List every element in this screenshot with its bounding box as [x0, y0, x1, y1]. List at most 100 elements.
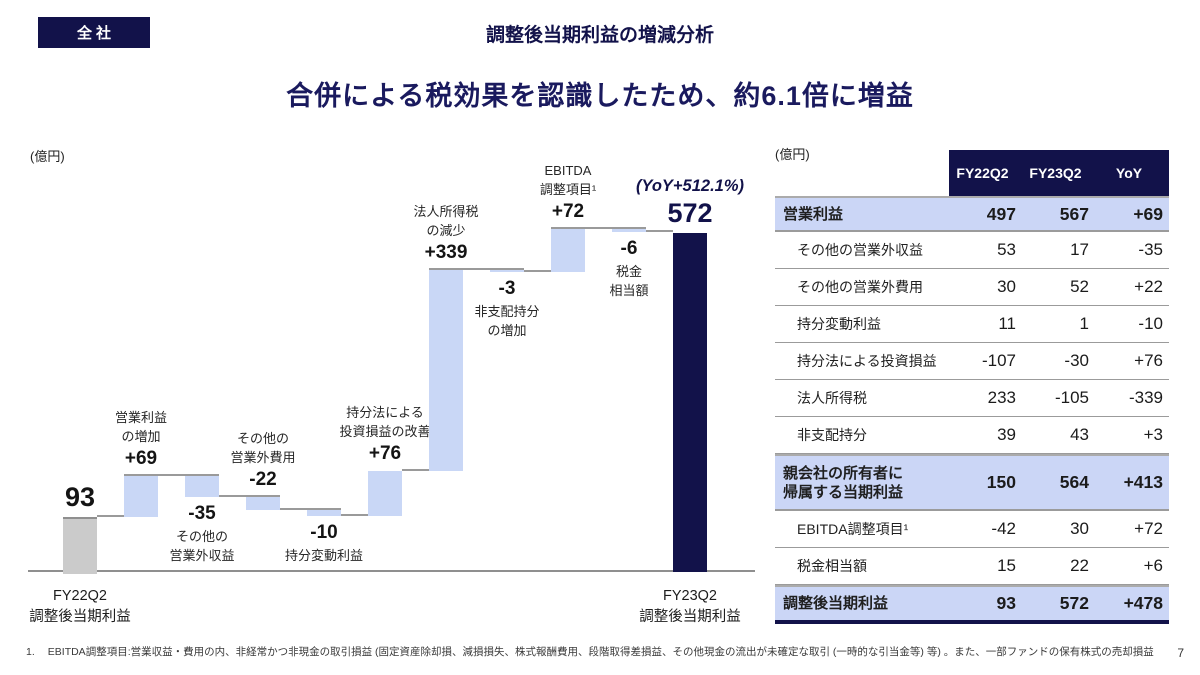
table-header-row: FY22Q2 FY23Q2 YoY: [775, 150, 1169, 196]
page-title: 調整後当期利益の増減分析: [485, 25, 714, 46]
waterfall-chart: (億円) 93 営業利益 の増加 +69 -35 その他の 営業外収益 その他の 営業外費用 -2…: [28, 140, 760, 640]
bar-value-label: +69: [124, 448, 158, 469]
row-value-fy23q2: -105: [1054, 388, 1089, 407]
bar-annotation: (YoY+512.1%): [635, 177, 745, 195]
bar-name-label: 税金: [615, 264, 642, 280]
waterfall-connector: [185, 494, 280, 497]
row-value-fy23q2: 564: [1059, 472, 1089, 492]
row-label: EBITDA調整項目¹: [797, 520, 909, 537]
row-value-fy23q2: 22: [1070, 556, 1089, 575]
table-row: 法人所得税 233 -105 -339: [775, 380, 1169, 417]
table-row: 非支配持分 39 43 +3: [775, 417, 1169, 454]
bar-name-label: その他の: [236, 430, 289, 446]
row-label: 営業利益: [783, 205, 844, 223]
row-label: 非支配持分: [797, 426, 867, 443]
row-value-fy22q2: 150: [986, 472, 1016, 492]
axis-label-fy23q2: FY23Q2 調整後当期利益: [639, 588, 741, 625]
table-row: EBITDA調整項目¹ -42 30 +72: [775, 511, 1169, 548]
table-row: 持分法による投資損益 -107 -30 +76: [775, 343, 1169, 380]
row-label: その他の営業外収益: [797, 241, 923, 258]
row-value-fy23q2: 567: [1059, 203, 1089, 224]
row-label: 親会社の所有者に 帰属する当期利益: [783, 464, 904, 501]
bar-label-group-10: (YoY+512.1%) 572: [605, 175, 775, 229]
bar-name-label: 法人所得税: [413, 203, 479, 219]
row-value-fy23q2: 1: [1079, 314, 1089, 333]
bar-value-label: +339: [424, 241, 468, 263]
row-label: 持分変動利益: [797, 315, 881, 332]
waterfall-plot-area: 93 営業利益 の増加 +69 -35 その他の 営業外収益 その他の 営業外費用 -22 -10 持…: [28, 140, 760, 640]
bar-name-label: の減少: [426, 222, 466, 238]
bar-name-label: 調整項目¹: [539, 181, 597, 197]
bar-name-label: の増加: [487, 322, 527, 338]
row-label: 税金相当額: [797, 557, 867, 574]
waterfall-connector: [124, 473, 219, 476]
bar-name-label: の増加: [121, 429, 161, 444]
waterfall-bar-10: [673, 233, 707, 572]
row-value-fy22q2: 53: [997, 240, 1016, 259]
waterfall-bar-7: [490, 269, 524, 272]
row-value-fy23q2: -30: [1064, 351, 1089, 370]
row-value-yoy: -339: [1128, 388, 1163, 407]
bar-name-label: 営業利益: [114, 410, 167, 425]
row-value-fy22q2: -42: [991, 519, 1016, 538]
row-value-fy22q2: 11: [998, 314, 1016, 333]
table-row: その他の営業外費用 30 52 +22: [775, 269, 1169, 306]
row-label: 法人所得税: [797, 389, 867, 406]
row-value-yoy: -10: [1138, 314, 1163, 333]
row-label: 調整後当期利益: [783, 595, 889, 612]
page-number: 7: [1177, 646, 1184, 660]
row-value-yoy: +22: [1134, 277, 1163, 296]
bar-label-group-4: -10 持分変動利益: [239, 520, 409, 565]
table-row: その他の営業外収益 53 17 -35: [775, 232, 1169, 269]
bar-label-group-0: 93: [0, 481, 165, 513]
row-value-yoy: +413: [1123, 472, 1163, 492]
waterfall-bar-6: [429, 269, 463, 471]
table-row: 持分変動利益 11 1 -10: [775, 306, 1169, 343]
bar-label-group-7: -3 非支配持分 の増加: [422, 276, 592, 340]
waterfall-bar-3: [246, 496, 280, 510]
row-value-yoy: -35: [1138, 240, 1163, 259]
waterfall-connector: [246, 507, 341, 510]
row-value-yoy: +69: [1133, 203, 1163, 224]
bar-label-group-6: 法人所得税の減少 +339: [361, 202, 531, 266]
row-value-fy22q2: 30: [997, 277, 1016, 296]
bar-label-group-5: 持分法による 投資損益の改善 +76: [300, 403, 470, 467]
bar-value-label: -6: [620, 238, 638, 260]
bar-name-label: 持分変動利益: [284, 547, 363, 563]
x-axis: [28, 570, 755, 572]
row-value-yoy: +3: [1143, 425, 1163, 444]
axis-label-fy22q2: FY22Q2 調整後当期利益: [29, 588, 131, 625]
table-row: 親会社の所有者に 帰属する当期利益 150 564 +413: [775, 454, 1169, 511]
bar-label-group-8: EBITDA 調整項目¹ +72: [483, 161, 653, 225]
row-value-fy22q2: 233: [987, 388, 1016, 407]
row-value-fy22q2: 39: [997, 425, 1016, 444]
row-value-fy22q2: -107: [981, 351, 1016, 370]
bar-value-label: +72: [551, 200, 585, 222]
bar-label-group-3: その他の 営業外費用 -22: [178, 429, 348, 493]
bar-name-label: 営業外費用: [230, 449, 296, 465]
footnote-text: EBITDA調整項目:営業収益・費用の内、非経常かつ非現金の取引損益 (固定資産…: [47, 646, 1154, 658]
waterfall-connector: [551, 226, 646, 229]
bar-label-group-9: -6 税金 相当額: [544, 236, 714, 300]
table-header-spacer: [775, 150, 949, 196]
row-label: その他の営業外費用: [797, 278, 923, 295]
table-row: 営業利益 497 567 +69: [775, 196, 1169, 232]
bar-name-label: 営業外収益: [169, 547, 235, 563]
row-value-fy22q2: 497: [986, 203, 1016, 224]
waterfall-bar-5: [368, 470, 402, 516]
table-header-yoy: YoY: [1095, 150, 1169, 196]
key-message: 合併による税効果を認識したため、約6.1倍に増益: [286, 81, 914, 111]
row-value-fy23q2: 43: [1070, 425, 1089, 444]
waterfall-bar-8: [551, 228, 585, 272]
table-header-fy23q2: FY23Q2: [1022, 150, 1095, 196]
row-value-yoy: +6: [1143, 556, 1163, 575]
bar-value-label: -3: [498, 277, 516, 299]
waterfall-bar-2: [185, 475, 219, 497]
bar-label-group-1: 営業利益の増加 +69: [56, 408, 226, 472]
footnote: 1. EBITDA調整項目:営業収益・費用の内、非経常かつ非現金の取引損益 (固…: [26, 645, 1166, 659]
row-value-fy22q2: 15: [997, 556, 1016, 575]
waterfall-connector: [402, 468, 429, 471]
footnote-marker: 1.: [26, 646, 35, 658]
waterfall-bar-4: [307, 509, 341, 516]
bar-name-label: その他の: [175, 528, 228, 544]
